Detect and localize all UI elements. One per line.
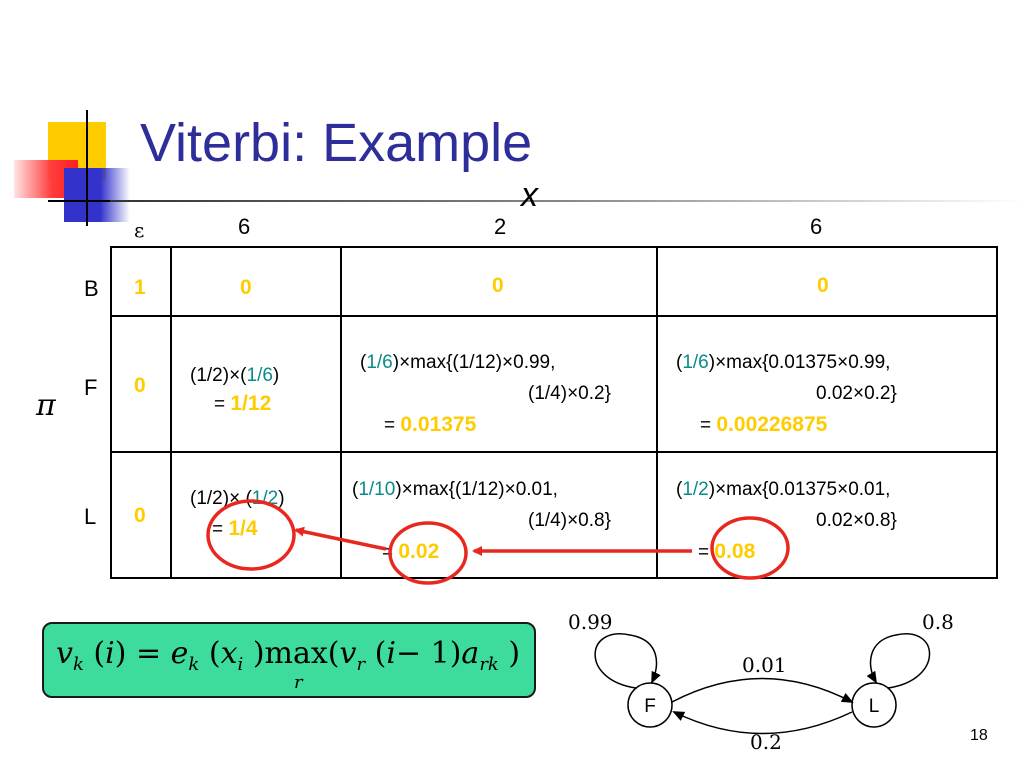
prob-label-F-F: 0.99: [568, 610, 613, 634]
cell-F-2-line3: = 0.01375: [384, 413, 477, 436]
title-underline: [110, 200, 1024, 202]
col-header-3: 6: [810, 214, 823, 239]
cell-B-3: 0: [817, 274, 829, 297]
transition-F-self: [594, 633, 661, 689]
cell-L-2-line3: = 0.02: [382, 540, 440, 563]
decor-vertical-line: [86, 110, 88, 226]
max-subscript-r: r: [294, 672, 303, 693]
backpointer-arrow-1: [294, 526, 387, 551]
formula-box: [42, 622, 536, 698]
row-label-L: L: [84, 504, 97, 529]
decor-blue-square: [64, 168, 130, 222]
cell-F-1-line2: = 1/12: [214, 392, 272, 415]
cell-F-3-line2: 0.02×0.2}: [816, 383, 897, 404]
transition-F-to-L: [671, 677, 854, 703]
table-divider: [340, 246, 342, 579]
initial-F: 0: [134, 374, 146, 397]
state-node-F: [627, 682, 673, 728]
row-label-F: F: [84, 375, 98, 400]
pi-symbol: π: [36, 388, 56, 423]
col-header-2: 2: [494, 214, 507, 239]
cell-F-3-line3: = 0.00226875: [700, 413, 828, 436]
col-header-epsilon: ε: [134, 218, 145, 242]
transition-L-to-F: [672, 711, 853, 735]
cell-F-2-line1: (1/6)×max{(1/12)×0.99,: [360, 352, 556, 373]
transition-L-self: [866, 633, 931, 689]
cell-B-1: 0: [240, 276, 252, 299]
page-number: 18: [970, 727, 988, 744]
cell-L-2-line1: (1/10)×max{(1/12)×0.01,: [352, 479, 558, 500]
initial-B: 1: [134, 276, 146, 299]
initial-L: 0: [134, 504, 146, 527]
table-divider: [656, 246, 658, 579]
prob-label-L-F: 0.2: [750, 730, 782, 754]
slide-title: Viterbi: Example: [140, 113, 533, 173]
cell-F-1-line1: (1/2)×(1/6): [190, 365, 280, 386]
cell-L-3-line1: (1/2)×max{0.01375×0.01,: [676, 479, 891, 500]
highlight-circle-1-4: [206, 499, 296, 571]
cell-L-2-line2: (1/4)×0.8}: [528, 510, 611, 531]
observation-variable: x: [521, 176, 538, 214]
table-divider: [110, 451, 998, 453]
cell-B-2: 0: [492, 274, 504, 297]
state-label-L: L: [869, 696, 880, 717]
highlight-circle-0-08: [710, 516, 790, 580]
col-header-1: 6: [238, 214, 251, 239]
table-divider: [110, 315, 998, 317]
prob-label-F-L: 0.01: [742, 653, 787, 677]
cell-L-1-line2: = 1/4: [212, 517, 258, 540]
table-divider: [170, 246, 172, 579]
state-label-F: F: [644, 696, 656, 717]
cell-L-3-line2: 0.02×0.8}: [816, 510, 897, 531]
viterbi-recurrence-formula: vk (i) = ek (xi )max(vr (i− 1)ark ): [56, 636, 521, 675]
cell-L-3-line3: = 0.08: [698, 540, 756, 563]
cell-F-3-line1: (1/6)×max{0.01375×0.99,: [676, 352, 891, 373]
decor-horizontal-line: [48, 200, 138, 202]
highlight-circle-0-02: [388, 521, 468, 585]
cell-F-2-line2: (1/4)×0.2}: [528, 383, 611, 404]
viterbi-table: [110, 246, 998, 579]
prob-label-L-L: 0.8: [922, 610, 954, 634]
row-label-B: B: [84, 276, 99, 301]
